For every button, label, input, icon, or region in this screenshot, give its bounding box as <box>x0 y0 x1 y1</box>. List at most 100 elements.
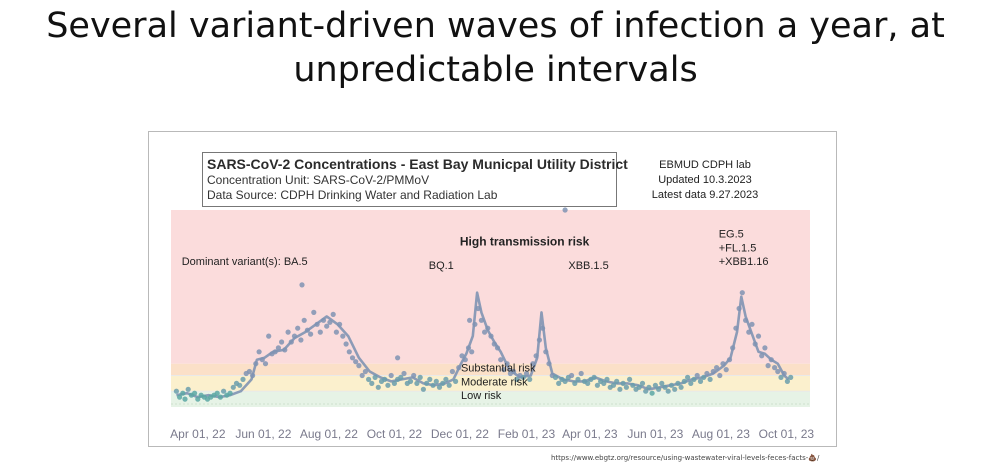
data-point <box>391 380 397 386</box>
data-point <box>279 339 285 345</box>
data-point <box>636 384 642 390</box>
data-point <box>433 378 439 384</box>
data-point <box>324 323 330 329</box>
data-point <box>417 374 423 380</box>
data-point <box>594 382 601 388</box>
variant-annotation: +FL.1.5 <box>719 242 757 254</box>
data-point <box>436 384 443 390</box>
data-point <box>656 386 662 392</box>
data-point <box>472 321 478 327</box>
data-point <box>349 355 356 361</box>
x-tick-label: Oct 01, 23 <box>759 427 815 441</box>
data-point <box>762 345 768 351</box>
slide-title-line-1: Several variant-driven waves of infectio… <box>46 6 945 46</box>
data-point <box>675 380 681 386</box>
data-point <box>262 361 269 367</box>
data-point <box>775 368 781 375</box>
data-point <box>320 317 327 323</box>
data-point <box>182 396 188 402</box>
data-point <box>362 368 368 375</box>
data-point <box>259 357 265 363</box>
data-point <box>230 384 236 390</box>
data-point <box>733 325 739 331</box>
data-point <box>575 376 581 382</box>
data-point <box>237 382 243 388</box>
data-point <box>743 317 749 323</box>
band-label: Substantial risk <box>461 363 536 375</box>
chart-info-box: SARS-CoV-2 Concentrations - East Bay Mun… <box>202 152 628 207</box>
data-point <box>717 372 723 379</box>
data-point <box>772 365 778 371</box>
data-point <box>726 357 733 363</box>
data-point <box>768 357 774 363</box>
data-point <box>288 339 294 345</box>
data-point <box>765 363 771 369</box>
data-point <box>214 390 220 396</box>
lab-note-line-3: Latest data 9.27.2023 <box>651 189 759 201</box>
data-point <box>562 378 568 384</box>
data-point <box>256 349 262 355</box>
data-point <box>195 396 201 402</box>
data-point <box>173 388 179 394</box>
data-point <box>253 361 259 367</box>
x-tick-label: Oct 01, 22 <box>367 427 423 441</box>
data-point <box>723 367 729 373</box>
data-point <box>556 380 562 386</box>
data-point <box>385 382 391 388</box>
data-point <box>337 321 343 327</box>
data-point <box>366 376 372 382</box>
data-point <box>407 378 414 384</box>
x-tick-label: Apr 01, 23 <box>562 427 618 441</box>
data-point <box>665 388 671 394</box>
data-point <box>180 390 186 396</box>
data-point <box>739 290 745 296</box>
data-point <box>411 372 417 379</box>
data-point <box>217 394 223 400</box>
data-point <box>372 374 378 380</box>
data-point <box>298 337 304 343</box>
data-point <box>482 329 488 335</box>
risk-band-low-risk <box>171 391 810 407</box>
data-point <box>346 349 352 355</box>
data-point <box>678 384 684 390</box>
data-point <box>546 361 552 367</box>
data-point <box>714 365 720 371</box>
data-point <box>430 382 436 388</box>
variant-annotation: Dominant variant(s): BA.5 <box>182 256 308 268</box>
data-point <box>688 380 694 386</box>
data-point <box>343 341 349 347</box>
data-point <box>185 386 191 392</box>
data-point <box>440 380 446 386</box>
variant-annotation: XBB.1.5 <box>568 260 608 272</box>
data-point <box>610 382 617 388</box>
data-point <box>388 372 394 379</box>
points-layer <box>173 207 794 402</box>
lab-note-line-2: Updated 10.3.2023 <box>658 174 752 186</box>
data-point <box>453 378 459 384</box>
data-point <box>266 333 272 339</box>
info-box-unit: Concentration Unit: SARS-CoV-2/PMMoV <box>207 173 430 187</box>
data-point <box>221 388 227 394</box>
data-point <box>788 374 794 380</box>
data-point <box>697 378 704 384</box>
data-point <box>272 349 278 355</box>
data-point <box>295 325 301 331</box>
data-point <box>398 374 404 380</box>
data-point <box>401 370 407 377</box>
data-point <box>291 333 298 339</box>
x-tick-label: Aug 01, 22 <box>300 427 358 441</box>
data-point <box>462 357 468 363</box>
data-point <box>691 376 697 382</box>
data-point <box>591 374 597 380</box>
data-point <box>523 370 530 377</box>
variant-annotation: BQ.1 <box>429 260 454 272</box>
data-point <box>359 372 365 379</box>
data-point <box>311 309 317 315</box>
data-point <box>614 378 620 384</box>
data-point <box>694 372 700 379</box>
data-point <box>449 368 455 375</box>
data-point <box>227 390 233 396</box>
data-point <box>527 376 533 382</box>
data-point <box>330 311 336 317</box>
source-url[interactable]: https://www.ebgtz.org/resource/using-was… <box>551 454 820 462</box>
